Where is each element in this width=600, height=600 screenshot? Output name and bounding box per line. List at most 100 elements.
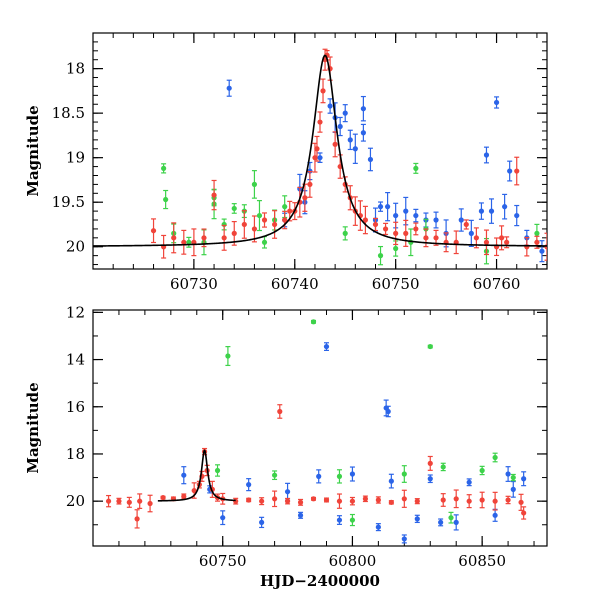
data-point	[393, 230, 399, 236]
data-point	[388, 499, 394, 505]
data-point	[473, 235, 479, 241]
data-point	[284, 489, 291, 495]
y-tick-label: 19.5	[52, 193, 85, 211]
data-point	[161, 165, 167, 171]
data-point	[297, 512, 304, 518]
series-1	[161, 162, 540, 266]
data-point	[231, 230, 237, 236]
data-point	[510, 486, 516, 492]
data-point	[220, 515, 226, 521]
y-tick-label: 20	[66, 238, 85, 256]
data-point	[453, 519, 459, 526]
data-point	[226, 85, 232, 91]
data-point	[502, 204, 508, 210]
y-tick-label: 16	[66, 398, 85, 416]
data-point	[181, 493, 187, 500]
data-point	[367, 156, 374, 163]
data-point	[332, 141, 338, 147]
data-point	[384, 204, 391, 210]
data-point	[323, 343, 330, 350]
data-point	[423, 235, 429, 241]
data-point	[327, 103, 333, 109]
plot-area	[105, 319, 527, 544]
data-point	[362, 496, 368, 502]
data-point	[347, 137, 353, 143]
data-point	[302, 195, 308, 201]
data-point	[433, 235, 439, 241]
series-2	[105, 404, 527, 529]
series-0	[181, 342, 527, 544]
data-point	[375, 497, 381, 503]
data-point	[375, 524, 381, 530]
y-tick-label: 18	[66, 445, 85, 463]
data-point	[116, 498, 122, 504]
data-point	[505, 471, 511, 477]
y-tick-label: 12	[66, 303, 85, 321]
y-axis-title: Magnitude	[24, 382, 42, 473]
data-point	[282, 217, 288, 223]
data-point	[231, 205, 237, 212]
data-point	[287, 208, 293, 214]
data-point	[401, 496, 407, 502]
data-point	[458, 217, 464, 223]
data-point	[251, 181, 258, 187]
y-tick-label: 18	[66, 60, 85, 78]
data-point	[342, 110, 348, 116]
data-point	[181, 472, 187, 478]
plot-frame	[92, 32, 548, 270]
data-point	[413, 165, 419, 171]
data-point	[514, 212, 520, 219]
data-point	[393, 212, 399, 219]
data-point	[317, 155, 323, 161]
data-point	[214, 467, 221, 474]
data-point	[427, 476, 433, 482]
data-point	[261, 239, 268, 245]
data-point	[323, 497, 330, 503]
plot-area	[93, 48, 547, 266]
model-curve	[93, 54, 547, 247]
data-point	[479, 467, 485, 474]
data-point	[282, 204, 288, 210]
data-point	[510, 474, 516, 481]
data-point	[105, 498, 112, 504]
data-point	[160, 495, 166, 501]
data-point	[413, 226, 419, 232]
data-point	[488, 208, 495, 214]
data-point	[483, 152, 490, 158]
data-point	[514, 168, 520, 174]
data-point	[310, 319, 317, 325]
data-point	[413, 212, 419, 219]
data-point	[349, 517, 356, 523]
panel-bottom: 60750 60800 60850 12 14 16 18 20 Magnitude HJD−24…	[24, 303, 548, 590]
data-point	[479, 497, 485, 503]
data-point	[493, 99, 500, 106]
data-point	[272, 221, 278, 228]
x-tick-label: 60750	[372, 275, 420, 293]
data-point	[524, 244, 530, 250]
data-point	[518, 499, 524, 505]
data-point	[504, 239, 510, 245]
data-point	[126, 499, 132, 505]
data-point	[466, 498, 472, 504]
data-point	[261, 217, 268, 223]
data-point	[492, 454, 498, 461]
data-point	[134, 516, 140, 522]
data-point	[440, 497, 446, 503]
data-point	[297, 499, 304, 505]
data-point	[314, 146, 320, 152]
data-point	[463, 221, 469, 228]
panel-top: 60730 60740 60750 60760 18 18.5 19 19.5 20 Magnit…	[24, 32, 548, 293]
data-point	[137, 498, 143, 504]
x-tick-label: 60730	[170, 275, 218, 293]
data-point	[259, 498, 265, 504]
data-point	[336, 473, 343, 479]
data-point	[403, 230, 409, 236]
data-point	[317, 119, 323, 125]
data-point	[393, 245, 399, 252]
data-point	[534, 239, 540, 245]
x-tick-label: 60750	[199, 552, 247, 570]
data-point	[534, 230, 540, 236]
data-point	[171, 235, 177, 241]
data-point	[544, 244, 547, 250]
x-tick-label: 60740	[271, 275, 319, 293]
